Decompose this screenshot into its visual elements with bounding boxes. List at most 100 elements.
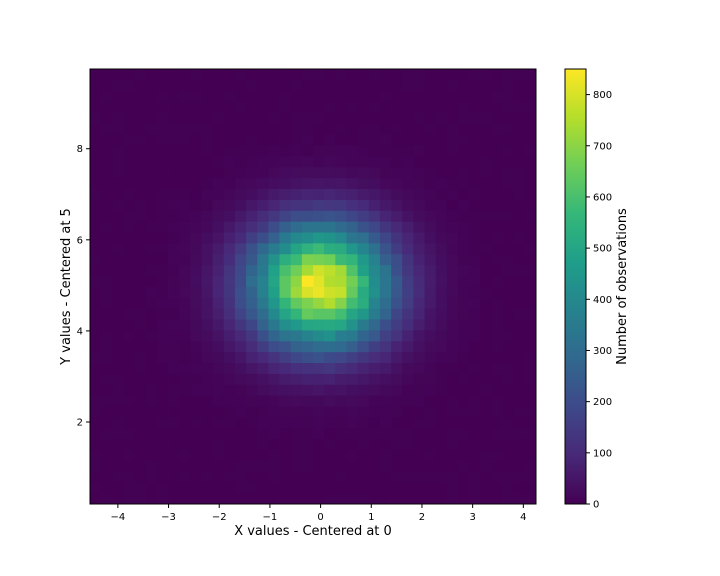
heatmap-cell xyxy=(379,373,392,385)
heatmap-cell xyxy=(156,319,169,331)
heatmap-cell xyxy=(357,438,370,451)
heatmap-cell xyxy=(179,449,191,461)
heatmap-cell xyxy=(324,188,336,200)
heatmap-cell xyxy=(90,210,102,222)
heatmap-cell xyxy=(346,253,358,266)
heatmap-cell xyxy=(524,101,537,113)
heatmap-cell xyxy=(480,123,492,135)
heatmap-cell xyxy=(290,188,303,200)
heatmap-cell xyxy=(179,395,191,407)
colorbar-label: Number of observations xyxy=(615,208,630,365)
heatmap-cell xyxy=(368,395,381,407)
heatmap-cell xyxy=(491,406,503,418)
heatmap-cell xyxy=(502,351,515,364)
heatmap-cell xyxy=(502,166,515,179)
heatmap-cell xyxy=(246,297,258,309)
heatmap-cell xyxy=(435,145,448,157)
heatmap-cell xyxy=(335,406,347,418)
heatmap-cell xyxy=(368,330,381,342)
colorbar-tick-label: 100 xyxy=(593,448,612,459)
colorbar-tick-label: 200 xyxy=(593,397,612,408)
heatmap-cell xyxy=(134,308,147,320)
heatmap-cell xyxy=(279,145,292,157)
heatmap-cell xyxy=(480,264,492,277)
heatmap-cell xyxy=(90,177,102,190)
heatmap-cell xyxy=(446,373,459,385)
heatmap-cell xyxy=(223,438,236,451)
heatmap-cell xyxy=(502,417,515,429)
heatmap-cell xyxy=(335,134,347,146)
heatmap-cell xyxy=(435,395,448,407)
heatmap-cell xyxy=(301,134,314,146)
heatmap-cell xyxy=(123,471,135,483)
heatmap-cell xyxy=(190,90,202,103)
heatmap-cell xyxy=(101,123,113,135)
heatmap-cell xyxy=(435,351,448,364)
heatmap-cell xyxy=(112,275,124,287)
heatmap-cell xyxy=(257,79,269,92)
heatmap-cell xyxy=(524,156,537,168)
heatmap-cell xyxy=(168,395,180,407)
heatmap-cell xyxy=(290,340,303,353)
heatmap-cell xyxy=(90,90,102,103)
heatmap-cell xyxy=(279,395,292,407)
heatmap-cell xyxy=(435,297,448,309)
heatmap-cell xyxy=(201,362,214,374)
heatmap-cell xyxy=(469,471,481,483)
heatmap-cell xyxy=(101,460,113,472)
heatmap-cell xyxy=(290,177,303,190)
heatmap-cell xyxy=(446,427,459,440)
heatmap-cell xyxy=(424,362,437,374)
heatmap-cell xyxy=(524,253,537,266)
heatmap-cell xyxy=(246,373,258,385)
heatmap-cell xyxy=(469,286,481,298)
heatmap-cell xyxy=(290,166,303,179)
heatmap-cell xyxy=(357,362,370,374)
heatmap-cell xyxy=(268,482,280,494)
heatmap-cell xyxy=(201,134,214,146)
heatmap-cell xyxy=(134,417,147,429)
heatmap-cell xyxy=(301,340,314,353)
heatmap-cell xyxy=(168,297,180,309)
heatmap-cell xyxy=(513,79,526,92)
heatmap-cell xyxy=(246,210,258,222)
heatmap-cell xyxy=(145,101,158,113)
heatmap-cell xyxy=(179,243,191,255)
heatmap-cell xyxy=(457,210,470,222)
heatmap-cell xyxy=(346,319,358,331)
heatmap-cell xyxy=(435,286,448,298)
colorbar-tick-label: 400 xyxy=(593,295,612,306)
heatmap-cell xyxy=(145,166,158,179)
heatmap-cell xyxy=(324,101,336,113)
heatmap-cell xyxy=(223,449,236,461)
heatmap-cell xyxy=(379,232,392,244)
heatmap-cell xyxy=(368,482,381,494)
heatmap-cell xyxy=(279,340,292,353)
heatmap-cell xyxy=(480,232,492,244)
heatmap-cell xyxy=(145,232,158,244)
heatmap-cell xyxy=(368,145,381,157)
heatmap-cell xyxy=(234,351,247,364)
heatmap-cell xyxy=(134,275,147,287)
heatmap-cell xyxy=(368,221,381,233)
heatmap-cell xyxy=(279,264,292,277)
heatmap-cell xyxy=(290,243,303,255)
heatmap-cell xyxy=(502,297,515,309)
heatmap-cell xyxy=(168,460,180,472)
heatmap-cell xyxy=(101,134,113,146)
heatmap-cell xyxy=(424,232,437,244)
heatmap-cell xyxy=(368,199,381,211)
heatmap-cell xyxy=(223,308,236,320)
heatmap-cell xyxy=(502,112,515,124)
heatmap-cell xyxy=(457,427,470,440)
heatmap-cell xyxy=(123,362,135,374)
heatmap-cell xyxy=(301,199,314,211)
heatmap-cell xyxy=(145,297,158,309)
heatmap-cell xyxy=(457,243,470,255)
heatmap-cell xyxy=(469,406,481,418)
heatmap-cell xyxy=(402,417,414,429)
heatmap-cell xyxy=(190,395,202,407)
heatmap-cell xyxy=(234,253,247,266)
heatmap-cell xyxy=(402,79,414,92)
heatmap-cell xyxy=(379,210,392,222)
